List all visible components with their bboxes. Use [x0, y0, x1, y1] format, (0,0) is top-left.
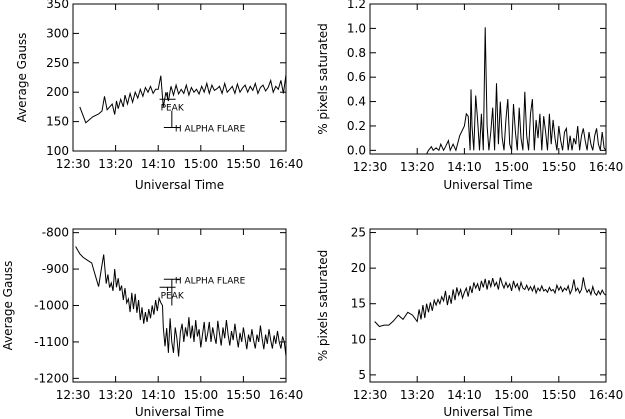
- y-tick-label: 350: [46, 0, 69, 11]
- chart-gauss-bottom: 12:30 13:20 14:10 15:00 15:50 16:40 -1200 -110…: [1, 226, 303, 419]
- annotation-label: H ALPHA FLARE: [175, 276, 246, 286]
- x-tick-label: 15:50: [542, 388, 577, 402]
- x-tick-label: 15:50: [542, 160, 577, 174]
- plot-frame: [369, 3, 607, 155]
- x-tick-label: 13:20: [98, 388, 133, 402]
- plot-area: H ALPHA FLARE PEAK: [75, 246, 287, 357]
- y-tick-label: 100: [46, 144, 69, 158]
- x-tick-label: 16:40: [269, 157, 304, 171]
- x-tick-label: 16:40: [589, 160, 624, 174]
- chart-saturation-bottom: 12:30 13:20 14:10 15:00 15:50 16:40 5 10 15 20 25…: [316, 226, 623, 419]
- x-tick-label: 14:10: [447, 160, 482, 174]
- x-tick-label: 13:20: [400, 160, 435, 174]
- y-tick-label: 20: [351, 261, 366, 275]
- x-tick-label: 12:30: [56, 157, 91, 171]
- series-line: [79, 74, 287, 124]
- chart-saturation-top: 12:30 13:20 14:10 15:00 15:50 16:40 0.0 0.2 0.4…: [316, 0, 623, 192]
- x-axis-label: Universal Time: [443, 405, 532, 419]
- y-tick-label: 0.8: [347, 46, 366, 60]
- x-axis: 12:30 13:20 14:10 15:00 15:50 16:40: [353, 4, 624, 174]
- x-tick-label: 14:10: [141, 388, 176, 402]
- y-tick-label: -1000: [34, 299, 69, 313]
- x-tick-label: 15:50: [226, 157, 261, 171]
- x-tick-label: 15:00: [494, 160, 529, 174]
- x-tick-label: 13:20: [400, 388, 435, 402]
- x-tick-label: 15:00: [184, 157, 219, 171]
- x-tick-label: 16:40: [269, 388, 304, 402]
- y-axis-label: Average Gauss: [1, 261, 15, 351]
- y-axis: 5 10 15 20 25: [351, 226, 606, 382]
- y-tick-label: 5: [358, 368, 366, 382]
- y-tick-label: 15: [351, 297, 366, 311]
- series-line: [374, 277, 607, 328]
- x-axis: 12:30 13:20 14:10 15:00 15:50 16:40: [353, 229, 624, 402]
- x-tick-label: 12:30: [353, 160, 388, 174]
- x-tick-label: 16:40: [589, 388, 624, 402]
- y-tick-label: -900: [42, 262, 69, 276]
- x-axis: 12:30 13:20 14:10 15:00 15:50 16:40: [56, 229, 304, 402]
- y-tick-label: 0.6: [347, 70, 366, 84]
- series-line: [370, 27, 607, 155]
- y-axis: -1200 -1100 -1000 -900 -800: [34, 226, 286, 385]
- y-axis-label: % pixels saturated: [316, 250, 330, 362]
- y-axis-label: Average Gauss: [15, 33, 29, 123]
- y-axis: 100 150 200 250 300 350: [46, 0, 286, 158]
- x-axis-label: Universal Time: [135, 405, 224, 419]
- y-tick-label: -800: [42, 226, 69, 240]
- plot-frame: [72, 228, 287, 383]
- x-tick-label: 12:30: [353, 388, 388, 402]
- x-axis-label: Universal Time: [135, 178, 224, 192]
- y-tick-label: 300: [46, 26, 69, 40]
- y-tick-label: -1100: [34, 335, 69, 349]
- y-tick-label: 200: [46, 85, 69, 99]
- x-tick-label: 13:20: [98, 157, 133, 171]
- y-tick-label: 25: [351, 226, 366, 240]
- y-tick-label: 1.0: [347, 21, 366, 35]
- x-axis: 12:30 13:20 14:10 15:00 15:50 16:40: [56, 4, 304, 171]
- annotation-label: PEAK: [161, 291, 185, 301]
- y-tick-label: 1.2: [347, 0, 366, 11]
- plot-frame: [369, 228, 607, 383]
- y-tick-label: 0.2: [347, 119, 366, 133]
- plot-area: [370, 27, 607, 155]
- x-tick-label: 15:00: [184, 388, 219, 402]
- x-tick-label: 15:00: [494, 388, 529, 402]
- plot-area: PEAK H ALPHA FLARE: [79, 74, 287, 134]
- series-line: [75, 246, 287, 357]
- y-tick-label: 0.4: [347, 95, 366, 109]
- annotation-label: PEAK: [161, 103, 185, 113]
- y-tick-label: 10: [351, 332, 366, 346]
- y-tick-label: 250: [46, 56, 69, 70]
- y-tick-label: 150: [46, 115, 69, 129]
- y-axis-label: % pixels saturated: [316, 23, 330, 135]
- chart-gauss-top: 12:30 13:20 14:10 15:00 15:50 16:40 100 150 200…: [15, 0, 303, 192]
- y-tick-label: -1200: [34, 371, 69, 385]
- x-tick-label: 12:30: [56, 388, 91, 402]
- y-axis: 0.0 0.2 0.4 0.6 0.8 1.0 1.2: [347, 0, 606, 157]
- y-tick-label: 0.0: [347, 143, 366, 157]
- x-tick-label: 15:50: [226, 388, 261, 402]
- annotation-label: H ALPHA FLARE: [175, 124, 246, 134]
- plot-area: [374, 277, 607, 328]
- x-axis-label: Universal Time: [443, 178, 532, 192]
- x-tick-label: 14:10: [141, 157, 176, 171]
- x-tick-label: 14:10: [447, 388, 482, 402]
